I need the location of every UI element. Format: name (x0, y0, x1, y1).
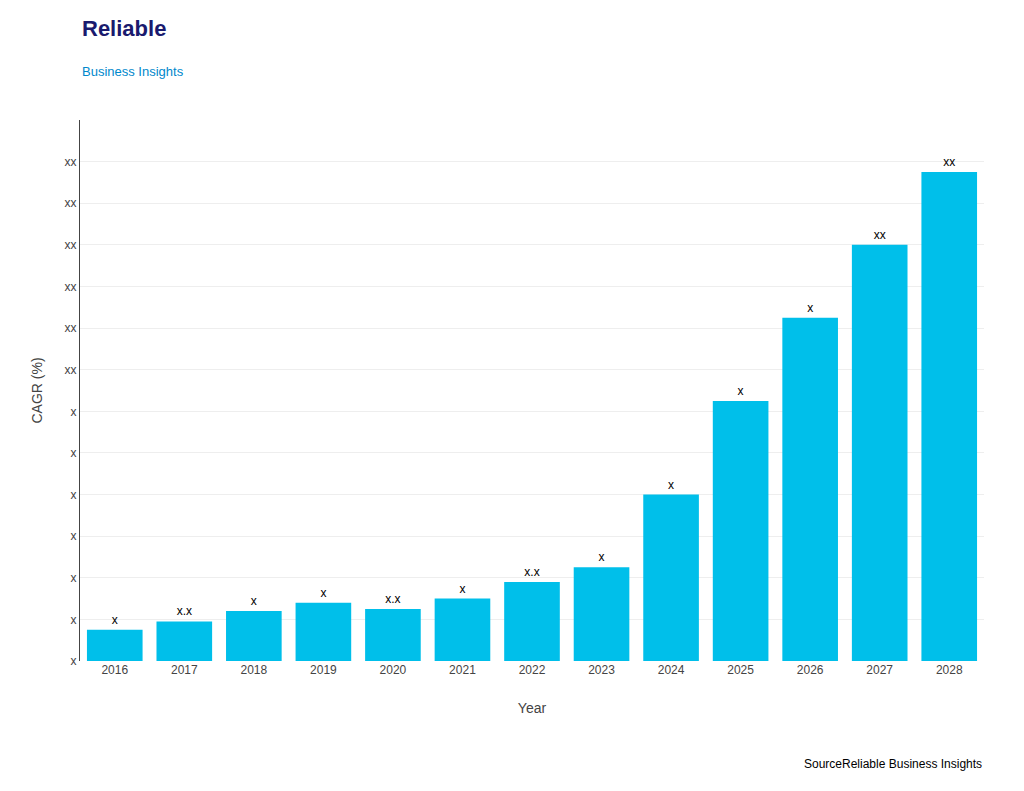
svg-text:x: x (599, 550, 605, 564)
svg-text:2025: 2025 (727, 663, 754, 677)
svg-text:x: x (112, 613, 118, 627)
svg-text:x: x (71, 529, 77, 543)
svg-text:xx: xx (65, 280, 77, 294)
svg-text:x: x (668, 478, 674, 492)
svg-text:2019: 2019 (310, 663, 337, 677)
svg-text:x.x: x.x (385, 592, 400, 606)
svg-text:2022: 2022 (519, 663, 546, 677)
svg-text:Year: Year (518, 700, 547, 716)
svg-text:x: x (71, 488, 77, 502)
svg-text:xx: xx (65, 155, 77, 169)
svg-text:2027: 2027 (866, 663, 893, 677)
svg-text:x: x (71, 571, 77, 585)
svg-text:2017: 2017 (171, 663, 198, 677)
svg-text:x: x (71, 613, 77, 627)
svg-text:2020: 2020 (380, 663, 407, 677)
svg-text:2023: 2023 (588, 663, 615, 677)
svg-text:x.x: x.x (177, 604, 192, 618)
svg-text:xx: xx (65, 363, 77, 377)
svg-text:x: x (320, 586, 326, 600)
svg-text:x: x (71, 405, 77, 419)
svg-text:CAGR (%): CAGR (%) (29, 357, 45, 423)
svg-text:SourceReliable Business Insigh: SourceReliable Business Insights (804, 757, 982, 771)
svg-text:2024: 2024 (658, 663, 685, 677)
svg-text:x: x (251, 594, 257, 608)
svg-text:x.x: x.x (524, 565, 539, 579)
svg-text:2021: 2021 (449, 663, 476, 677)
svg-text:xx: xx (874, 228, 886, 242)
svg-text:2026: 2026 (797, 663, 824, 677)
svg-text:xx: xx (65, 321, 77, 335)
svg-text:2028: 2028 (936, 663, 963, 677)
svg-text:xx: xx (65, 238, 77, 252)
svg-text:2016: 2016 (101, 663, 128, 677)
svg-text:xx: xx (943, 155, 955, 169)
svg-text:2018: 2018 (240, 663, 267, 677)
svg-text:Reliable: Reliable (82, 16, 166, 41)
svg-text:x: x (459, 582, 465, 596)
svg-text:x: x (807, 301, 813, 315)
svg-text:x: x (71, 446, 77, 460)
svg-text:x: x (71, 654, 77, 668)
svg-text:Business Insights: Business Insights (82, 64, 184, 79)
svg-text:x: x (738, 384, 744, 398)
svg-text:xx: xx (65, 196, 77, 210)
